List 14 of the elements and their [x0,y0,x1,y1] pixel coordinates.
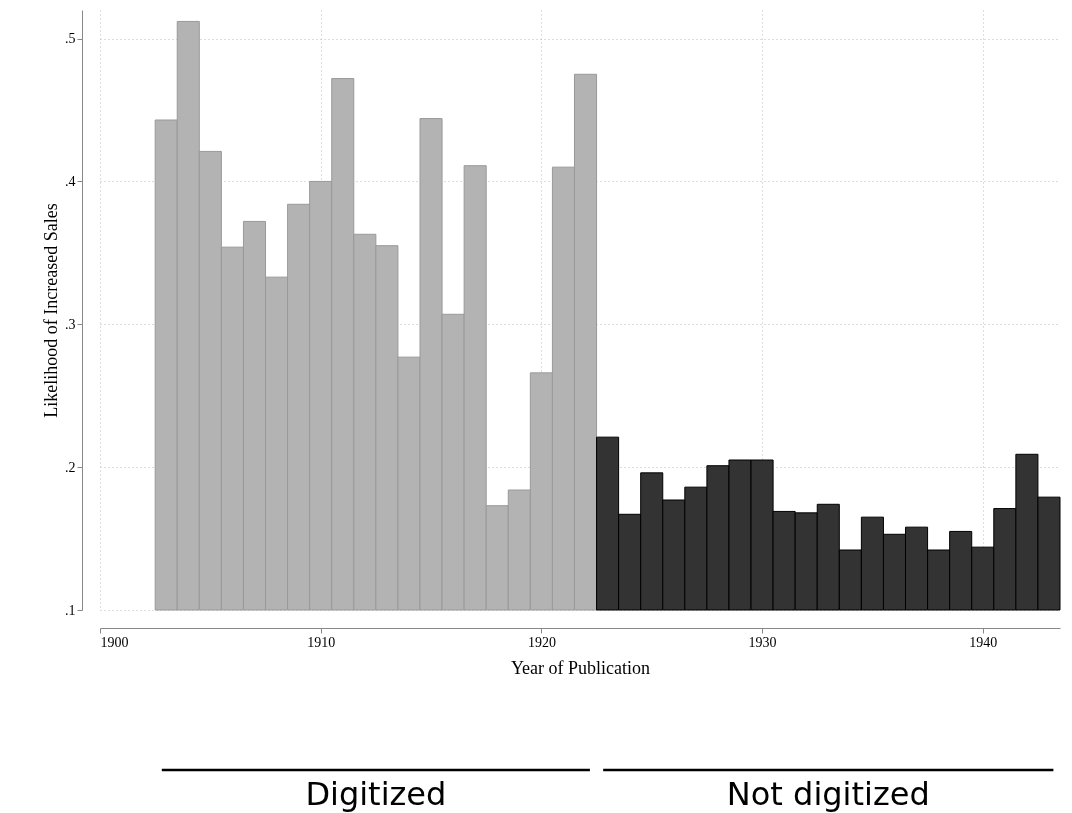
text: Digitized [305,775,447,813]
y-axis-title: Likelihood of Increased Sales [41,203,61,418]
x-tick-label: 1900 [100,634,129,650]
x-tick-label: 1940 [969,634,998,650]
y-tick-label: .4 [65,173,76,189]
y-tick-label: .5 [65,31,76,47]
y-tick-label: .2 [65,459,76,475]
x-tick-label: 1920 [527,634,556,650]
x-axis-title: Year of Publication [510,657,651,678]
x-tick-label: 1930 [748,634,777,650]
x-tick-label: 1910 [307,634,336,650]
y-tick-label: .1 [65,602,76,618]
y-tick-label: .3 [65,316,76,332]
text: Not digitized [726,775,930,813]
